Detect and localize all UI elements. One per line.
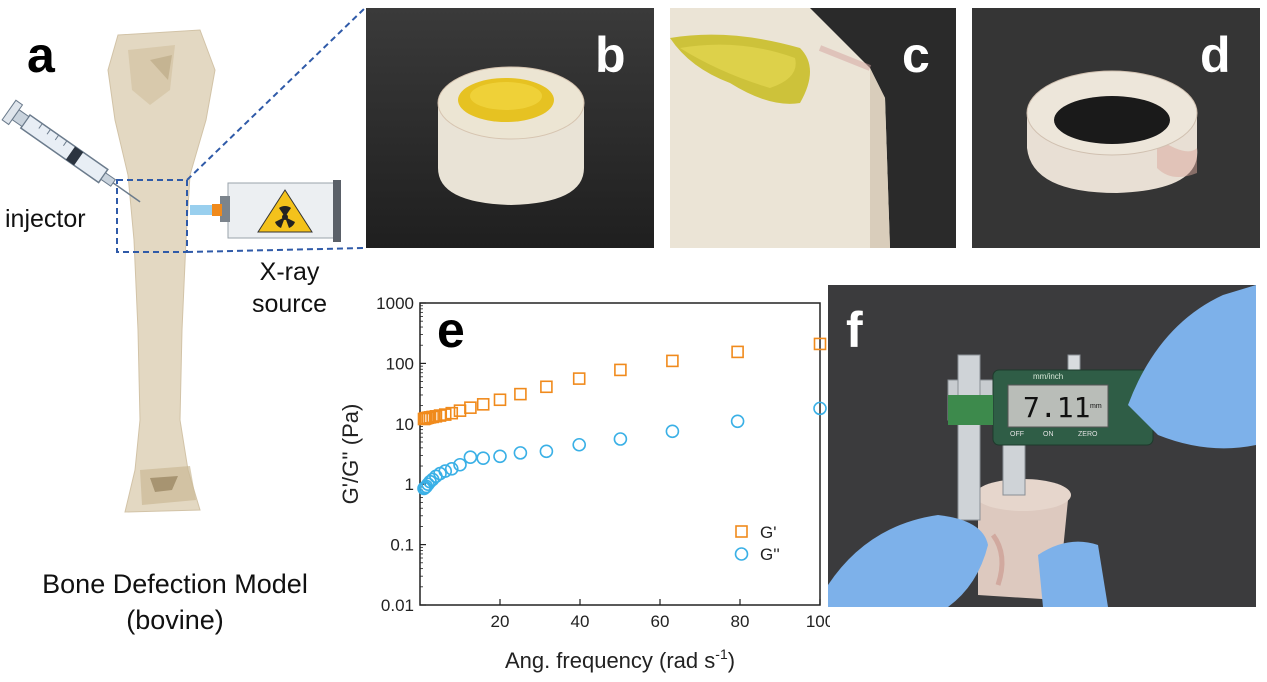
- x-tick-label: 80: [731, 612, 750, 631]
- gdoubleprime-point: [438, 464, 453, 478]
- photo-b-bone-with-hydrogel: [366, 8, 654, 248]
- caliper-mode-label: mm/inch: [1033, 372, 1064, 381]
- gdoubleprime-point: [730, 414, 745, 429]
- caliper-display-value: 7.11: [1023, 391, 1091, 424]
- x-axis-label-close: ): [728, 648, 735, 673]
- gdoubleprime-point: [813, 401, 827, 416]
- gprime-point: [813, 337, 827, 351]
- rheology-chart: 0.01 0.1 1 10 100 1000 20 40 60 80 100 G' G'' G'/G…: [338, 294, 830, 673]
- x-axis-label-sup: -1: [715, 646, 728, 662]
- panel-label-f: f: [846, 302, 863, 358]
- panel-label-a: a: [27, 27, 55, 83]
- gprime-point: [464, 401, 477, 414]
- gdoubleprime-point: [421, 477, 435, 491]
- gdoubleprime-point: [513, 446, 528, 460]
- x-tick-label: 40: [571, 612, 590, 631]
- gdoubleprime-point: [539, 444, 554, 459]
- panel-label-b: b: [595, 27, 626, 83]
- gdoubleprime-point: [665, 424, 680, 439]
- photo-f-caliper-measurement: mm/inch 7.11 mm OFF ON ZERO: [828, 285, 1256, 607]
- syringe-icon: [1, 99, 141, 203]
- xray-label-line1: X-ray: [259, 258, 320, 286]
- caliper-off-button: OFF: [1010, 431, 1024, 438]
- gdoubleprime-point: [444, 461, 459, 476]
- photo-d-hollow-bone-ring: [972, 8, 1260, 248]
- y-tick-label: 1000: [376, 294, 414, 313]
- caption-line2: (bovine): [126, 605, 224, 635]
- caliper-display-unit: mm: [1090, 403, 1102, 410]
- figure-caption: Bone Defection Model (bovine): [0, 566, 350, 638]
- legend-marker-gdoubleprime: [734, 547, 749, 561]
- gdoubleprime-point: [572, 437, 586, 452]
- legend-label: G': [760, 523, 776, 542]
- x-tick-label: 60: [651, 612, 670, 631]
- gprime-point: [445, 406, 459, 420]
- y-axis: 0.01 0.1 1 10 100 1000: [376, 294, 426, 615]
- plot-frame: [419, 302, 821, 606]
- y-tick-label: 100: [386, 354, 414, 373]
- bone-illustration: [1, 7, 365, 513]
- gprime-point: [614, 363, 627, 377]
- photo-c-hydrogel-closeup: [670, 8, 956, 248]
- gdoubleprime-point: [493, 449, 507, 464]
- panel-label-c: c: [902, 27, 930, 83]
- gdoubleprime-point: [476, 451, 490, 465]
- x-tick-label: 100: [806, 612, 830, 631]
- y-tick-label: 0.1: [390, 536, 414, 555]
- y-axis-label: G'/G'' (Pa): [338, 404, 363, 505]
- y-tick-label: 0.01: [381, 596, 414, 615]
- xray-source-icon: [190, 180, 341, 242]
- x-axis-label-main: Ang. frequency (rad s: [505, 648, 715, 673]
- gprime-point: [476, 398, 490, 411]
- x-tick-label: 20: [491, 612, 510, 631]
- panel-label-d: d: [1200, 27, 1231, 83]
- xray-label-line2: source: [252, 290, 328, 318]
- panel-label-e: e: [437, 302, 465, 358]
- legend-label: G'': [760, 545, 780, 564]
- caption-line1: Bone Defection Model: [42, 569, 308, 599]
- gdoubleprime-point: [463, 450, 478, 464]
- gprime-point: [572, 372, 586, 385]
- gprime-point: [731, 345, 744, 359]
- y-tick-label: 10: [395, 415, 414, 434]
- injector-label: injector: [5, 205, 86, 233]
- gdoubleprime-point: [613, 432, 628, 446]
- legend: G' G'': [734, 523, 780, 564]
- defect-region-box: [116, 179, 188, 253]
- caliper-on-button: ON: [1043, 431, 1054, 438]
- gprime-point: [540, 380, 553, 394]
- gprime-point: [493, 393, 507, 407]
- gdoubleprime-point: [453, 457, 467, 472]
- gprime-point: [514, 387, 527, 401]
- gprime-point: [453, 404, 467, 417]
- xray-source-label: X-ray source: [252, 256, 327, 320]
- gprime-point: [666, 354, 679, 368]
- data-marks: [417, 337, 827, 496]
- caliper-zero-button: ZERO: [1078, 431, 1098, 438]
- x-axis-label: Ang. frequency (rad s-1): [505, 646, 735, 673]
- x-axis: 20 40 60 80 100: [491, 599, 830, 631]
- y-tick-label: 1: [405, 475, 414, 494]
- gprime-point: [438, 408, 452, 421]
- legend-marker-gprime: [735, 525, 748, 538]
